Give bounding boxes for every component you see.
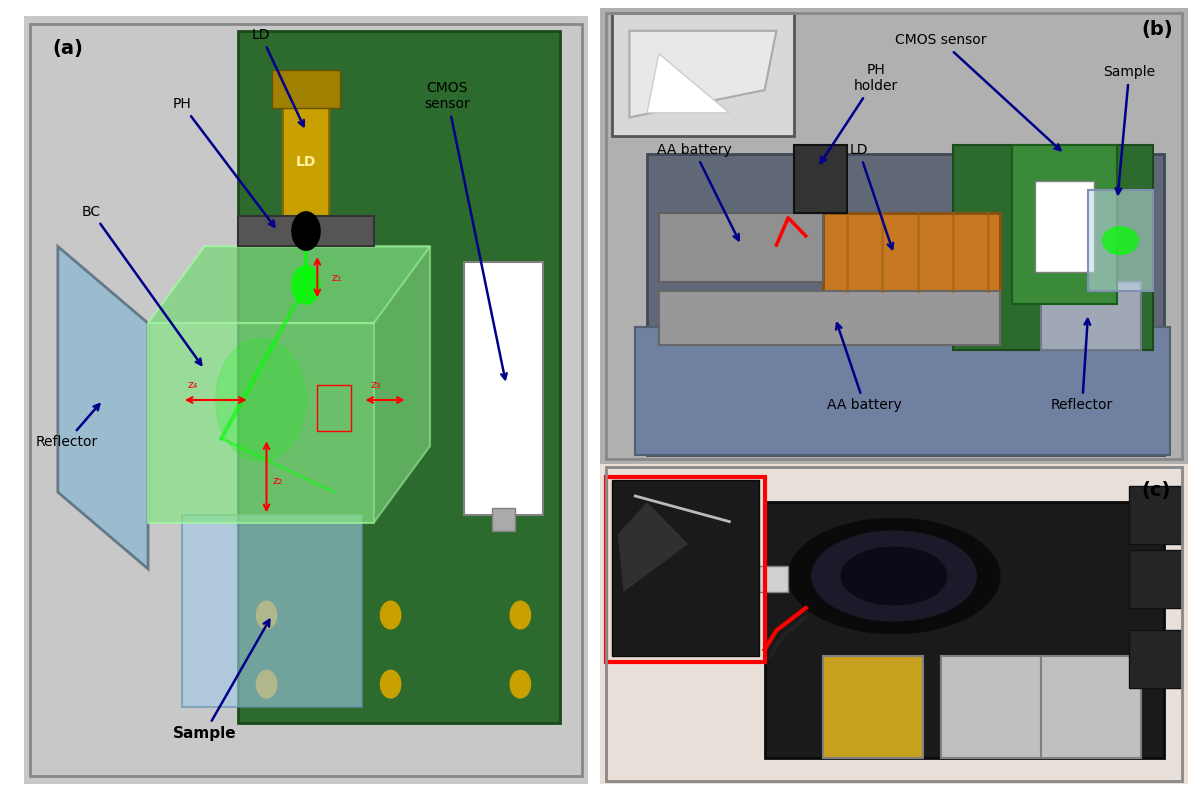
Circle shape — [788, 518, 1000, 634]
Polygon shape — [600, 8, 1188, 464]
Polygon shape — [239, 216, 373, 246]
Polygon shape — [618, 502, 689, 592]
Circle shape — [216, 338, 306, 462]
Polygon shape — [629, 30, 776, 118]
Polygon shape — [58, 246, 148, 569]
Polygon shape — [600, 464, 1188, 784]
Circle shape — [257, 602, 277, 629]
Polygon shape — [659, 214, 823, 282]
Polygon shape — [1129, 486, 1182, 544]
Polygon shape — [239, 31, 559, 722]
Polygon shape — [1129, 630, 1182, 688]
Circle shape — [292, 266, 320, 304]
Polygon shape — [272, 70, 340, 108]
Polygon shape — [148, 323, 373, 523]
Text: z₄: z₄ — [187, 381, 198, 390]
Polygon shape — [283, 85, 329, 223]
Polygon shape — [1042, 656, 1141, 758]
Text: PH: PH — [173, 97, 275, 226]
Polygon shape — [635, 327, 1170, 455]
Polygon shape — [612, 480, 758, 656]
Polygon shape — [1036, 182, 1094, 273]
Polygon shape — [764, 502, 1164, 758]
Text: z₂: z₂ — [272, 477, 282, 486]
Text: CMOS sensor: CMOS sensor — [895, 34, 1061, 150]
Circle shape — [1103, 227, 1138, 254]
Polygon shape — [659, 290, 1000, 346]
Polygon shape — [464, 262, 542, 515]
Circle shape — [257, 670, 277, 698]
Text: PH
holder: PH holder — [821, 63, 899, 163]
Polygon shape — [1042, 282, 1141, 350]
Polygon shape — [492, 507, 515, 530]
Circle shape — [510, 670, 530, 698]
Text: z₃: z₃ — [371, 381, 382, 390]
Polygon shape — [752, 566, 788, 592]
Circle shape — [292, 212, 320, 250]
Text: Sample: Sample — [173, 620, 269, 741]
Text: (a): (a) — [53, 39, 83, 58]
Polygon shape — [182, 515, 362, 707]
Text: BC: BC — [82, 205, 202, 365]
Text: LD: LD — [252, 28, 304, 126]
Polygon shape — [24, 16, 588, 784]
Text: LD: LD — [850, 143, 893, 249]
Circle shape — [811, 531, 977, 621]
Circle shape — [380, 670, 401, 698]
Polygon shape — [148, 246, 430, 323]
Text: AA battery: AA battery — [656, 143, 739, 240]
Text: z₁: z₁ — [331, 273, 342, 283]
Polygon shape — [823, 656, 924, 758]
Polygon shape — [941, 656, 1042, 758]
Text: Reflector: Reflector — [1051, 319, 1114, 412]
Polygon shape — [647, 54, 730, 113]
Text: LD: LD — [296, 155, 316, 169]
Circle shape — [380, 602, 401, 629]
Polygon shape — [148, 246, 430, 523]
Polygon shape — [1012, 145, 1117, 304]
Circle shape — [510, 602, 530, 629]
Text: (b): (b) — [1141, 20, 1172, 39]
Text: Reflector: Reflector — [35, 404, 100, 449]
Polygon shape — [1088, 190, 1153, 290]
Text: CMOS
sensor: CMOS sensor — [424, 81, 506, 379]
Text: Sample: Sample — [1103, 66, 1156, 194]
Text: AA battery: AA battery — [827, 323, 902, 412]
Polygon shape — [1129, 550, 1182, 608]
Circle shape — [841, 547, 947, 605]
Polygon shape — [612, 13, 794, 136]
Polygon shape — [823, 214, 1000, 290]
Polygon shape — [794, 145, 847, 214]
Polygon shape — [647, 154, 1164, 455]
Polygon shape — [953, 145, 1153, 350]
Text: (c): (c) — [1141, 481, 1170, 500]
